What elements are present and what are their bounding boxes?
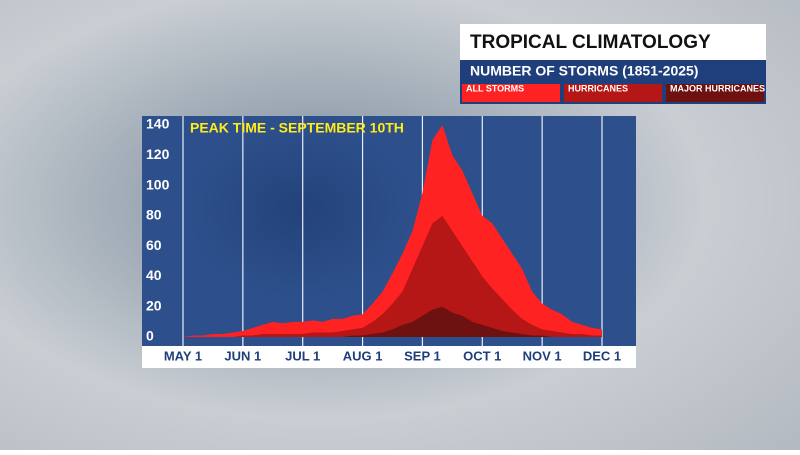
x-tick-label: OCT 1 xyxy=(463,348,501,363)
x-tick-label: MAY 1 xyxy=(164,348,202,363)
x-tick-label: JUL 1 xyxy=(285,348,320,363)
y-tick-label: 80 xyxy=(146,207,162,223)
legend-swatch xyxy=(666,84,764,102)
area xyxy=(183,215,602,337)
x-tick-label: AUG 1 xyxy=(343,348,383,363)
subtitle-band xyxy=(460,60,766,82)
legend-label: MAJOR HURRICANES xyxy=(670,83,765,93)
legend-swatch xyxy=(564,84,662,102)
plot-texture xyxy=(190,125,410,295)
chart-subtitle: NUMBER OF STORMS (1851-2025) xyxy=(470,63,698,79)
legend-label: ALL STORMS xyxy=(466,83,524,93)
annotation: PEAK TIME - SEPTEMBER 10TH xyxy=(190,120,404,136)
legend-label: HURRICANES xyxy=(568,83,628,93)
y-tick-label: 120 xyxy=(146,146,170,162)
x-axis-band xyxy=(142,346,636,368)
area xyxy=(183,125,602,337)
chart-title: TROPICAL CLIMATOLOGY xyxy=(470,32,711,53)
x-tick-label: NOV 1 xyxy=(523,348,562,363)
legend: ALL STORMS HURRICANES MAJOR HURRICANES xyxy=(462,83,765,102)
y-tick-label: 60 xyxy=(146,237,162,253)
area xyxy=(183,306,602,337)
x-tick-label: JUN 1 xyxy=(224,348,261,363)
y-tick-label: 0 xyxy=(146,328,154,344)
y-tick-label: 100 xyxy=(146,176,170,192)
plot: MAY 1 JUN 1 JUL 1 AUG 1 SEP 1 OCT 1 NOV 1 DEC 1… xyxy=(146,116,621,364)
y-tick-label: 40 xyxy=(146,267,162,283)
y-tick-label: 20 xyxy=(146,297,162,313)
x-tick-label: SEP 1 xyxy=(404,348,441,363)
x-tick-label: DEC 1 xyxy=(583,348,621,363)
legend-swatch xyxy=(462,84,560,102)
title-box xyxy=(460,24,766,60)
y-tick-label: 140 xyxy=(146,116,170,132)
